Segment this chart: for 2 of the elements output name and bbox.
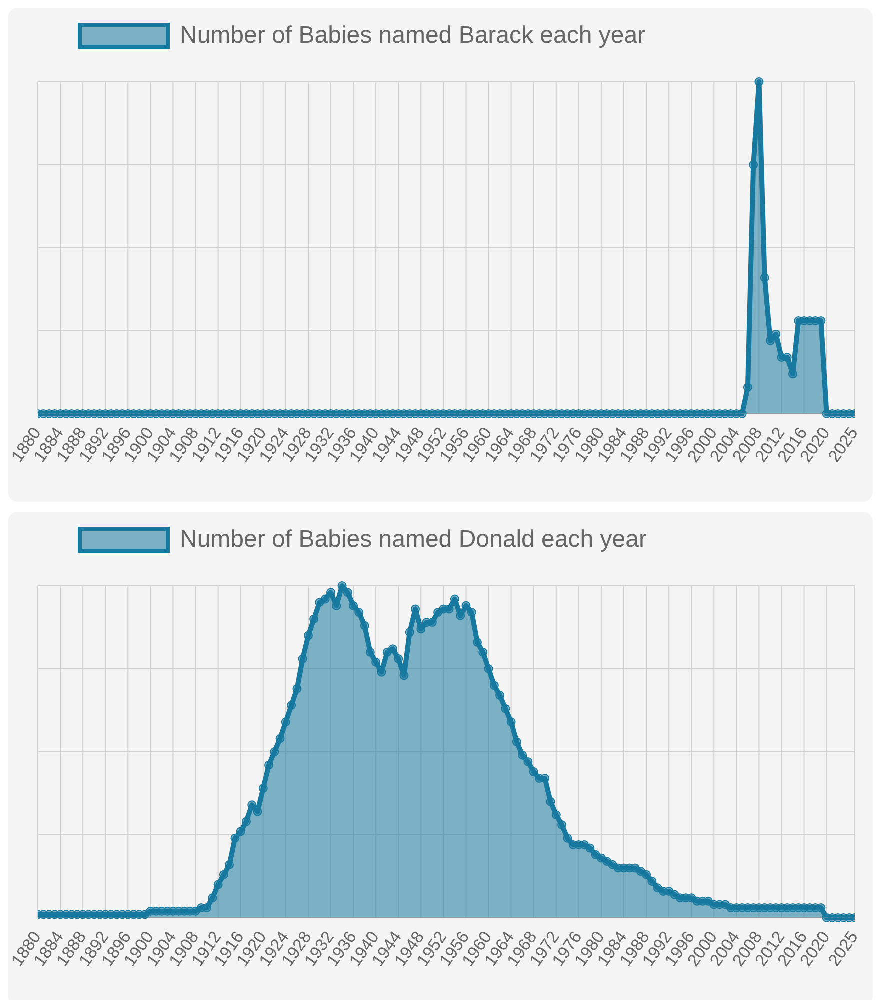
legend-label: Number of Babies named Barack each year xyxy=(180,22,646,50)
legend-label: Number of Babies named Donald each year xyxy=(180,526,647,554)
